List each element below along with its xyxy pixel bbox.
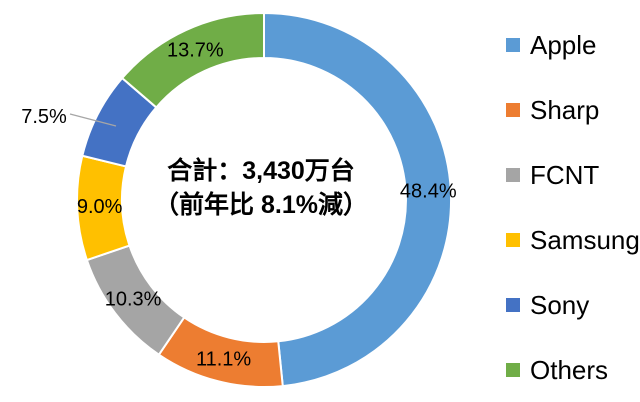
legend-swatch-sony [506,297,520,312]
donut-segments [76,12,453,388]
legend-item-fcnt: FCNT [506,142,640,207]
legend-label: Samsung [530,224,640,255]
segment-labels: 48.4% 11.1% 10.3% 9.0% 7.5% 13.7% [21,40,457,371]
legend-item-others: Others [506,337,640,402]
legend-item-sony: Sony [506,272,640,337]
segment-label-samsung: 9.0% [77,196,123,218]
legend-swatch-apple [506,37,520,52]
center-total-label: 合計：3,430万台 [167,156,355,185]
segment-label-others: 13.7% [167,40,224,62]
legend-label: Sharp [530,94,600,125]
segment-apple [263,12,453,388]
legend-item-samsung: Samsung [506,207,640,272]
legend-label: Apple [530,29,597,60]
leader-line-sony [69,113,117,127]
legend-label: Sony [530,289,590,320]
legend-swatch-samsung [506,232,520,247]
legend-item-apple: Apple [506,12,640,77]
legend-swatch-fcnt [506,167,520,182]
legend-swatch-others [506,362,520,377]
legend: Apple Sharp FCNT Samsung Sony Others [506,12,640,402]
legend-item-sharp: Sharp [506,77,640,142]
center-text: 合計：3,430万台 （前年比 8.1%減） [154,156,368,219]
legend-swatch-sharp [506,102,520,117]
segment-label-fcnt: 10.3% [105,289,162,311]
segment-label-apple: 48.4% [400,181,457,203]
center-yoy-label: （前年比 8.1%減） [154,190,368,219]
segment-label-sony: 7.5% [21,106,67,128]
segment-others [121,12,265,109]
segment-label-sharp: 11.1% [196,348,251,370]
legend-label: FCNT [530,159,600,190]
legend-label: Others [530,354,609,385]
